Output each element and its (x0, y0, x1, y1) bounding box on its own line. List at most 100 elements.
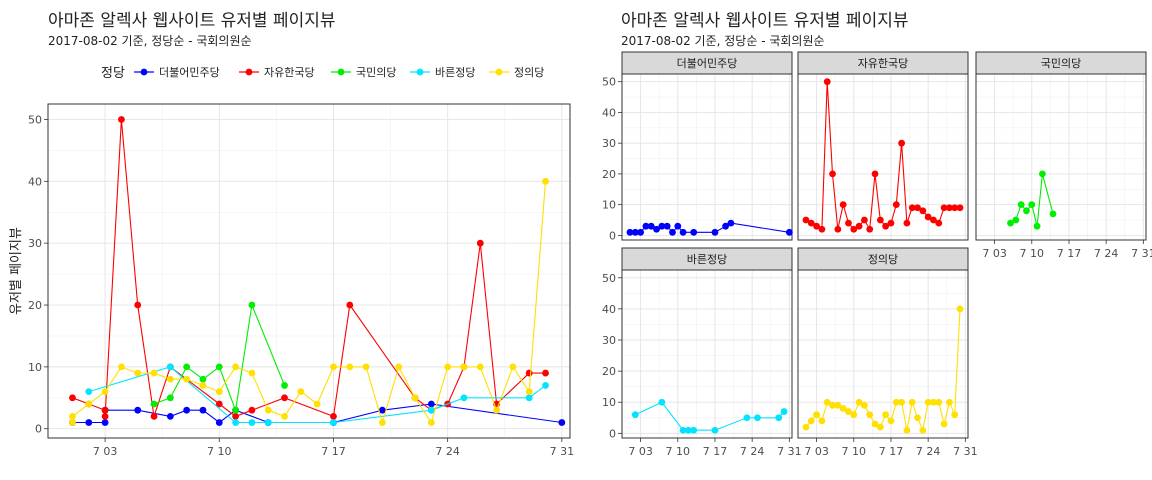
data-point (743, 414, 751, 422)
legend-label: 정의당 (514, 66, 544, 79)
x-tick-label: 7 10 (666, 445, 691, 458)
data-point (166, 375, 174, 383)
series-line (805, 308, 961, 433)
data-point (101, 406, 109, 414)
data-point (807, 417, 815, 425)
data-point (818, 417, 826, 425)
data-point (956, 305, 964, 313)
data-point (834, 401, 842, 409)
data-point (150, 400, 158, 408)
data-point (940, 420, 948, 428)
legend-title: 정당 (101, 66, 125, 81)
data-point (861, 401, 868, 409)
data-point (946, 204, 953, 212)
x-tick-label: 7 10 (842, 445, 867, 458)
data-point (924, 213, 932, 221)
data-point (658, 222, 666, 230)
y-tick-label: 30 (602, 334, 616, 347)
data-point (834, 225, 842, 233)
series-line (630, 222, 790, 234)
data-point (935, 398, 943, 406)
x-tick-label: 7 10 (1020, 247, 1045, 260)
data-point (232, 406, 239, 414)
data-point (542, 382, 549, 389)
x-tick-label: 7 24 (435, 445, 460, 458)
data-point (134, 406, 142, 414)
left-chart-title: 아마존 알렉사 웹사이트 유저별 페이지뷰 (48, 11, 336, 31)
data-point (876, 216, 884, 224)
data-point (248, 369, 256, 377)
data-point (839, 201, 847, 209)
x-tick-label: 7 17 (703, 445, 728, 458)
data-point (887, 219, 895, 227)
data-point (663, 222, 671, 230)
x-tick-label: 7 03 (804, 445, 829, 458)
data-point (101, 412, 109, 420)
data-point (876, 423, 884, 431)
data-point (690, 228, 698, 236)
data-point (281, 394, 288, 402)
data-point (362, 363, 370, 371)
data-point (281, 382, 288, 389)
data-point (829, 170, 836, 178)
data-point (313, 400, 321, 408)
data-point (930, 398, 937, 406)
legend-key-point (416, 68, 424, 76)
data-point (887, 417, 895, 425)
data-point (679, 228, 687, 236)
y-tick-label: 20 (28, 299, 42, 312)
data-point (631, 228, 639, 236)
data-point (785, 228, 793, 236)
panel-border (47, 103, 571, 439)
data-point (722, 222, 729, 230)
data-point (118, 363, 125, 371)
data-point (166, 412, 174, 420)
data-point (1012, 216, 1020, 224)
data-point (297, 388, 305, 396)
data-point (871, 170, 879, 178)
data-point (1039, 170, 1046, 178)
data-point (690, 426, 698, 434)
x-tick-label: 7 03 (628, 445, 653, 458)
data-point (134, 301, 142, 309)
data-point (813, 411, 820, 419)
panel-border (621, 269, 793, 439)
data-point (69, 394, 76, 402)
series-line (635, 401, 785, 431)
data-point (199, 382, 207, 389)
data-point (850, 411, 858, 419)
y-tick-label: 10 (602, 396, 616, 409)
data-point (232, 412, 239, 420)
data-point (427, 400, 435, 408)
data-point (898, 398, 905, 406)
x-tick-label: 7 31 (777, 445, 802, 458)
left-plot-panel: 0 10 20 30 40 50 7 03 7 10 7 17 7 24 7 31 (28, 103, 574, 458)
legend-key-point (337, 68, 345, 76)
data-point (631, 411, 639, 419)
data-point (861, 216, 868, 224)
data-point (882, 222, 890, 230)
data-point (930, 216, 937, 224)
data-point (281, 412, 288, 420)
y-tick-label: 20 (602, 365, 616, 378)
data-point (908, 398, 916, 406)
data-point (166, 394, 174, 402)
data-point (542, 177, 549, 185)
data-point (871, 420, 879, 428)
right-chart-title: 아마존 알렉사 웹사이트 유저별 페이지뷰 (621, 11, 909, 31)
data-point (232, 419, 239, 426)
legend-key-point (245, 68, 253, 76)
data-point (647, 222, 655, 230)
data-point (379, 419, 386, 426)
y-tick-label: 30 (28, 237, 42, 250)
y-tick-label: 40 (28, 175, 42, 188)
panel-border (975, 73, 1147, 241)
y-tick-label: 0 (35, 423, 42, 436)
data-point (679, 426, 687, 434)
data-point (460, 363, 468, 371)
y-tick-label: 30 (602, 137, 616, 150)
data-point (85, 388, 93, 396)
facet-strip-label: 국민의당 (1041, 57, 1081, 70)
data-point (542, 369, 549, 377)
